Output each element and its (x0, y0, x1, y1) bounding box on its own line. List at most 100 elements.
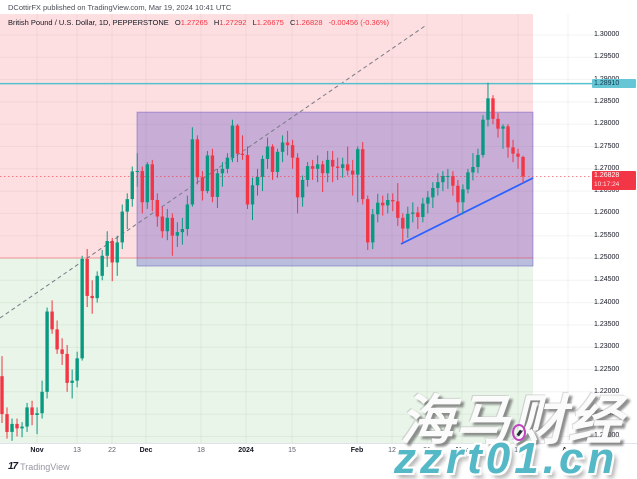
candle (80, 258, 84, 359)
resistance-zone[interactable] (0, 14, 533, 259)
candle (396, 201, 400, 218)
tradingview-logo-text: TradingView (20, 461, 70, 472)
candle (270, 146, 275, 172)
candle (511, 147, 515, 154)
candle (371, 214, 375, 243)
open-value: 1.27265 (180, 18, 208, 27)
tradingview-logo[interactable]: 17 TradingView (8, 461, 70, 472)
candle (180, 229, 185, 233)
attribution-text: DCottirFX published on TradingView.com, … (8, 3, 232, 12)
candle (431, 187, 435, 198)
candle (436, 182, 440, 188)
candle (185, 204, 190, 230)
candle (155, 200, 160, 217)
candle (0, 376, 4, 415)
candle (441, 175, 445, 183)
candle (366, 199, 370, 243)
trend-dashed-line[interactable] (0, 25, 426, 319)
candle (381, 202, 385, 206)
candle (486, 98, 490, 120)
candle (85, 258, 89, 296)
tradingview-logo-icon: 17 (8, 461, 18, 472)
drawing-anchor-icon[interactable] (512, 424, 526, 441)
candle (125, 199, 129, 212)
candle (391, 200, 395, 202)
candle (255, 176, 260, 186)
candle (340, 164, 345, 168)
candle (225, 157, 230, 169)
candle (275, 151, 280, 172)
candle (330, 159, 335, 167)
candle (506, 126, 510, 148)
high-value: 1.27292 (219, 18, 247, 27)
candle (446, 175, 450, 177)
candle (315, 164, 320, 169)
candle (426, 197, 430, 204)
candle (20, 426, 24, 429)
low-value: 1.26675 (256, 18, 284, 27)
candle (220, 168, 225, 174)
candle (416, 212, 420, 217)
candle (70, 380, 74, 383)
high-label: H (213, 18, 220, 27)
candle (35, 413, 39, 415)
candle (456, 185, 460, 203)
candle (280, 142, 285, 152)
candle (451, 175, 455, 186)
candle (471, 167, 475, 173)
candle (15, 423, 19, 429)
candle (165, 217, 170, 232)
candle (160, 216, 165, 232)
candle (140, 171, 144, 203)
open-label: O (174, 18, 181, 27)
consolidation-box[interactable] (136, 111, 534, 267)
watermark-sub: zzrt01.cn (394, 434, 619, 479)
candle (250, 185, 255, 205)
candle (215, 173, 220, 197)
low-label: L (252, 18, 257, 27)
candle (95, 275, 99, 299)
candle (45, 311, 49, 392)
candle (110, 241, 114, 263)
candle (516, 153, 520, 157)
time-axis-separator (0, 443, 637, 444)
chart-legend[interactable]: British Pound / U.S. Dollar, 1D, PEPPERS… (8, 18, 389, 27)
candle (10, 423, 14, 432)
support-trendline[interactable] (400, 177, 534, 245)
candle (295, 157, 300, 198)
candle (265, 146, 270, 159)
candle (170, 217, 175, 236)
candle (60, 349, 64, 354)
candle (75, 358, 79, 381)
close-value: 1.26828 (295, 18, 323, 27)
candle (411, 212, 415, 214)
candle (120, 211, 124, 243)
candle (5, 414, 9, 432)
candle (356, 149, 360, 175)
candle (310, 166, 315, 169)
current-price-label[interactable]: 1.26828 10:17:24 (592, 171, 636, 191)
candle (115, 242, 119, 263)
candle (285, 142, 290, 146)
candle (200, 177, 205, 192)
candle (466, 172, 470, 190)
resistance-price-label[interactable]: 1.28910 (592, 78, 636, 88)
candle (421, 203, 425, 217)
candle (135, 171, 139, 173)
candle (50, 311, 54, 330)
candle (195, 139, 200, 178)
candle (150, 164, 154, 201)
candle (245, 154, 250, 205)
candle (260, 158, 265, 177)
candle (361, 149, 365, 200)
candle (300, 179, 305, 198)
symbol-title: British Pound / U.S. Dollar, 1D, PEPPERS… (8, 18, 169, 27)
candle (175, 232, 180, 236)
candle (290, 145, 295, 158)
candle (40, 391, 44, 414)
candle (30, 407, 34, 415)
candle (345, 164, 350, 171)
change-value: -0.00456 (-0.36%) (328, 18, 390, 27)
